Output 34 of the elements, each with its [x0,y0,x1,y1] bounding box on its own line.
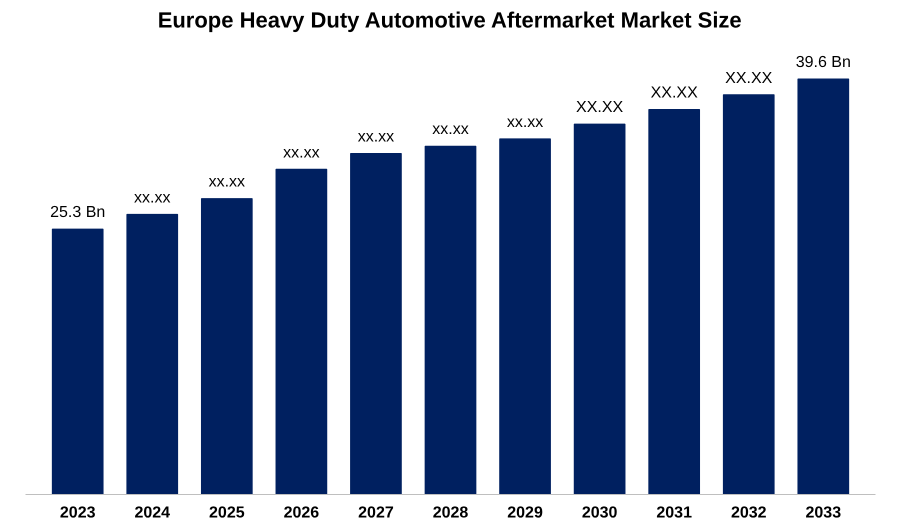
data-label: xx.xx [134,189,170,206]
data-label: xx.xx [283,144,320,162]
x-tick-label: 2028 [432,504,468,522]
data-label: 25.3 Bn [50,204,106,222]
x-tick-label: 2024 [134,504,170,522]
bar [424,146,476,494]
data-label: XX.XX [576,99,624,116]
chart-title: Europe Heavy Duty Automotive Aftermarket Market Size [158,8,742,32]
x-tick-label: 2032 [730,504,767,522]
data-label: XX.XX [650,84,698,102]
x-tick-label: 2030 [582,504,618,522]
x-tick-label: 2027 [358,504,394,522]
x-tick-label: 2023 [60,504,96,522]
x-tick-label: 2025 [209,504,245,522]
x-tick-label: 2031 [656,504,692,522]
data-label: xx.xx [358,128,394,146]
bar [126,214,178,494]
bar [574,124,626,494]
data-label: 39.6 Bn [796,54,851,72]
bar [722,94,775,494]
data-label: xx.xx [208,174,246,191]
data-label: xx.xx [506,114,544,131]
data-label: xx.xx [432,121,469,138]
bar [276,168,328,494]
bar [499,138,551,494]
data-label: XX.XX [725,70,773,87]
x-tick-label: 2026 [284,504,320,522]
bar [200,198,253,494]
bar [350,153,402,494]
x-tick-label: 2029 [507,504,543,522]
x-tick-label: 2033 [806,504,842,522]
bar [797,78,850,494]
bar [52,228,104,494]
bar [648,108,700,494]
